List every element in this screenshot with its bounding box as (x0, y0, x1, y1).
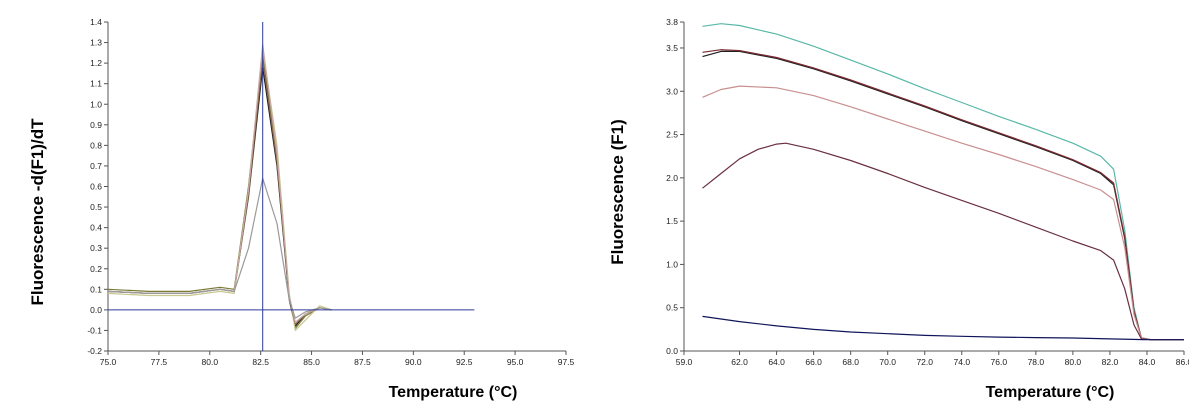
y-axis-title: Fluorescence -d(F1)/dT (28, 118, 47, 306)
series-line-6 (702, 315, 1184, 341)
x-tick-label: 64.0 (768, 357, 785, 367)
x-tick-label: 84.0 (1139, 357, 1156, 367)
x-tick-label: 97.5 (558, 357, 575, 367)
y-tick-label: 0.7 (90, 161, 102, 171)
x-tick-label: 85.0 (303, 357, 320, 367)
y-tick-label: -0.2 (87, 346, 102, 356)
y-tick-label: 0.6 (90, 182, 102, 192)
y-tick-label: 0.5 (666, 303, 678, 313)
x-tick-label: 68.0 (842, 357, 859, 367)
x-tick-label: 95.0 (507, 357, 524, 367)
y-axis-title: Fluorescence (F1) (608, 119, 627, 265)
y-tick-label: 1.3 (90, 38, 102, 48)
y-tick-label: 0.1 (90, 284, 102, 294)
x-tick-label: 72.0 (916, 357, 933, 367)
x-tick-label: 62.0 (731, 357, 748, 367)
x-tick-label: 80.0 (1065, 357, 1082, 367)
x-tick-label: 90.0 (405, 357, 422, 367)
y-tick-label: 0.5 (90, 202, 102, 212)
series-line-3 (107, 48, 333, 331)
y-tick-label: 0.4 (90, 223, 102, 233)
y-tick-label: 1.0 (666, 259, 678, 269)
y-tick-label: 2.0 (666, 173, 678, 183)
y-tick-label: 0.3 (90, 243, 102, 253)
x-tick-label: 59.0 (676, 357, 693, 367)
y-tick-label: 0.0 (666, 346, 678, 356)
y-tick-label: 3.8 (666, 17, 678, 27)
y-tick-label: 1.4 (90, 17, 102, 27)
series-line-2 (702, 50, 1184, 341)
x-tick-label: 78.0 (1028, 357, 1045, 367)
x-tick-label: 70.0 (879, 357, 896, 367)
y-tick-label: 1.1 (90, 79, 102, 89)
x-tick-label: 80.0 (202, 357, 219, 367)
series-line-5 (107, 44, 333, 323)
x-tick-label: 77.5 (151, 357, 168, 367)
y-tick-label: 2.5 (666, 130, 678, 140)
y-tick-label: 1.5 (666, 216, 678, 226)
series-line-5 (702, 142, 1184, 341)
melt-curve-chart: 3.8 3.5 3.0 2.5 2.0 1.5 1.0 0.5 0.0 59.0 62.0 64.0… (608, 17, 1189, 401)
x-tick-label: 76.0 (991, 357, 1008, 367)
x-tick-label: 86.0 (1176, 357, 1189, 367)
y-tick-label: 0.2 (90, 264, 102, 274)
x-tick-label: 87.5 (354, 357, 371, 367)
x-tick-label: 92.5 (456, 357, 473, 367)
x-tick-label: 74.0 (954, 357, 971, 367)
series-line-4 (107, 58, 333, 325)
series-line-4 (702, 85, 1184, 341)
y-tick-label: 0.8 (90, 140, 102, 150)
melt-peak-chart: 1.4 1.3 1.2 1.1 1.0 0.9 0.8 0.7 0.6 0.5 0.4 0.3 0.2 0… (28, 17, 575, 401)
series-line-2 (107, 54, 333, 329)
x-axis-title: Temperature (°C) (389, 384, 518, 401)
right-chart-panel: 3.8 3.5 3.0 2.5 2.0 1.5 1.0 0.5 0.0 59.0 62.0 64.0… (590, 0, 1189, 407)
left-chart-panel: 1.4 1.3 1.2 1.1 1.0 0.9 0.8 0.7 0.6 0.5 0.4 0.3 0.2 0… (0, 0, 590, 407)
series-line-6 (107, 177, 333, 319)
y-tick-label: 1.2 (90, 58, 102, 68)
y-tick-label: 3.5 (666, 43, 678, 53)
x-tick-label: 66.0 (805, 357, 822, 367)
y-tick-label: -0.1 (87, 325, 102, 335)
x-tick-label: 82.0 (1102, 357, 1119, 367)
y-tick-label: 3.0 (666, 86, 678, 96)
x-tick-label: 75.0 (100, 357, 117, 367)
y-tick-label: 0.9 (90, 120, 102, 130)
x-tick-label: 82.5 (252, 357, 269, 367)
x-axis-title: Temperature (°C) (986, 384, 1115, 401)
y-tick-label: 1.0 (90, 99, 102, 109)
series-line-3 (702, 49, 1184, 341)
y-tick-label: 0.0 (90, 305, 102, 315)
